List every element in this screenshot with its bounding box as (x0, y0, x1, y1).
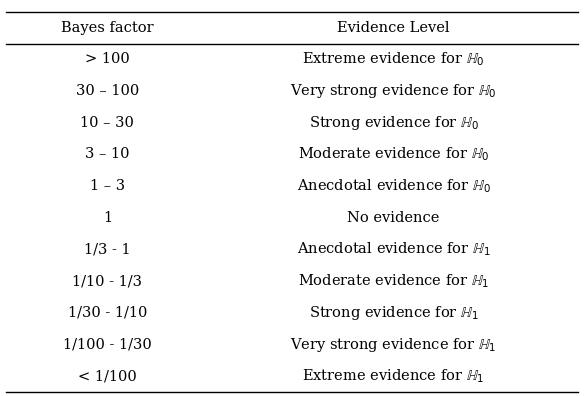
Text: Anecdotal evidence for $\mathbb{H}_1$: Anecdotal evidence for $\mathbb{H}_1$ (297, 241, 491, 258)
Text: 1 – 3: 1 – 3 (90, 179, 125, 193)
Text: Moderate evidence for $\mathbb{H}_0$: Moderate evidence for $\mathbb{H}_0$ (298, 146, 489, 163)
Text: 30 – 100: 30 – 100 (76, 84, 139, 98)
Text: 1/10 - 1/3: 1/10 - 1/3 (72, 274, 142, 288)
Text: Moderate evidence for $\mathbb{H}_1$: Moderate evidence for $\mathbb{H}_1$ (298, 272, 489, 290)
Text: 1/100 - 1/30: 1/100 - 1/30 (63, 337, 152, 352)
Text: 10 – 30: 10 – 30 (81, 116, 134, 130)
Text: > 100: > 100 (85, 52, 130, 67)
Text: 1: 1 (103, 211, 112, 225)
Text: 1/3 - 1: 1/3 - 1 (84, 242, 131, 257)
Text: < 1/100: < 1/100 (78, 369, 137, 383)
Text: Extreme evidence for $\mathbb{H}_1$: Extreme evidence for $\mathbb{H}_1$ (303, 367, 485, 385)
Text: Evidence Level: Evidence Level (338, 21, 450, 35)
Text: 1/30 - 1/10: 1/30 - 1/10 (68, 306, 147, 320)
Text: Very strong evidence for $\mathbb{H}_1$: Very strong evidence for $\mathbb{H}_1$ (290, 335, 497, 354)
Text: 3 – 10: 3 – 10 (85, 147, 130, 162)
Text: Very strong evidence for $\mathbb{H}_0$: Very strong evidence for $\mathbb{H}_0$ (290, 82, 497, 100)
Text: Anecdotal evidence for $\mathbb{H}_0$: Anecdotal evidence for $\mathbb{H}_0$ (297, 177, 491, 195)
Text: Extreme evidence for $\mathbb{H}_0$: Extreme evidence for $\mathbb{H}_0$ (303, 51, 485, 68)
Text: Strong evidence for $\mathbb{H}_0$: Strong evidence for $\mathbb{H}_0$ (308, 114, 478, 132)
Text: Strong evidence for $\mathbb{H}_1$: Strong evidence for $\mathbb{H}_1$ (309, 304, 478, 322)
Text: No evidence: No evidence (347, 211, 440, 225)
Text: Bayes factor: Bayes factor (61, 21, 154, 35)
